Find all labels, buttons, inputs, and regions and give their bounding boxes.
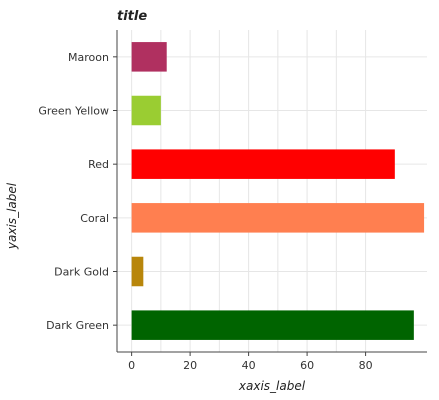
bar-coral bbox=[131, 203, 425, 233]
bar-green-yellow bbox=[131, 95, 161, 126]
chart-title: title bbox=[117, 9, 147, 24]
y-tick-label: Coral bbox=[80, 212, 109, 225]
grid bbox=[117, 30, 427, 352]
y-tick-label: Green Yellow bbox=[38, 105, 109, 118]
y-tick-label: Red bbox=[88, 158, 109, 171]
y-tick-label: Dark Green bbox=[46, 319, 109, 332]
x-tick-label: 0 bbox=[128, 359, 135, 372]
x-tick-label: 60 bbox=[300, 359, 314, 372]
y-axis-label: yaxis_label bbox=[5, 182, 19, 250]
bar-dark-green bbox=[131, 310, 414, 340]
x-tick-label: 20 bbox=[183, 359, 197, 372]
axes: 0 20 40 60 80 Dark Green Dark Gold Coral Red Gree… bbox=[38, 30, 427, 372]
x-tick-label: 40 bbox=[242, 359, 256, 372]
x-axis-label: xaxis_label bbox=[238, 379, 306, 393]
bar-red bbox=[131, 149, 395, 179]
bars bbox=[131, 42, 425, 340]
bar-maroon bbox=[131, 42, 167, 72]
bar-dark-gold bbox=[131, 256, 144, 287]
y-tick-label: Maroon bbox=[68, 51, 109, 64]
y-tick-label: Dark Gold bbox=[54, 266, 109, 279]
x-tick-label: 80 bbox=[359, 359, 373, 372]
